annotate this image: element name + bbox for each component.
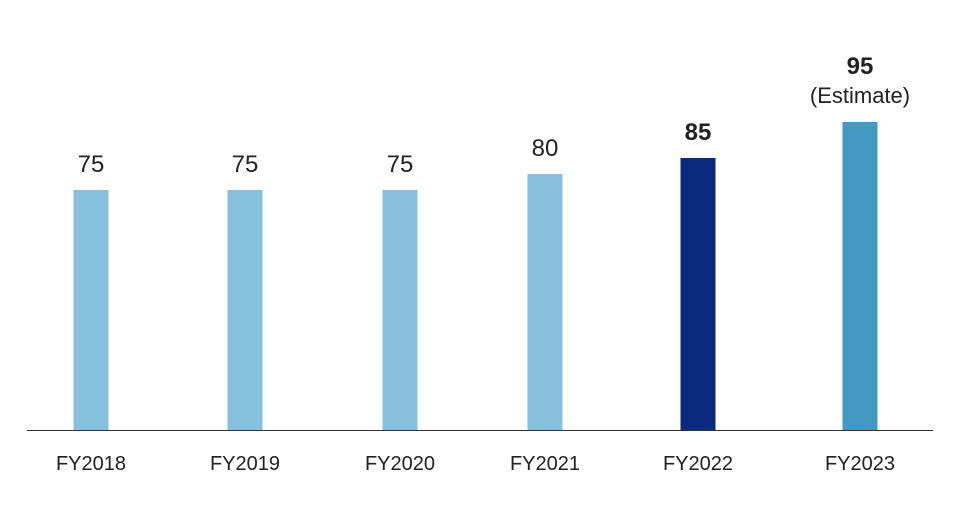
x-tick-label-fy2018: FY2018 <box>56 453 126 475</box>
value-label-fy2018: 75 <box>78 151 105 178</box>
bar-fy2018 <box>73 190 109 430</box>
value-label-fy2022: 85 <box>685 119 712 146</box>
value-label-fy2019: 75 <box>232 151 259 178</box>
bar-fy2020 <box>382 190 418 430</box>
bar-fy2022 <box>680 158 716 430</box>
x-tick-label-fy2019: FY2019 <box>210 453 280 475</box>
bars-group <box>73 122 878 430</box>
x-tick-label-fy2020: FY2020 <box>365 453 435 475</box>
bar-fy2021 <box>527 174 563 430</box>
bar-fy2019 <box>227 190 263 430</box>
value-labels-group: 75 75 75 80 85 95 (Estimate) <box>78 53 910 178</box>
value-label-fy2021: 80 <box>532 135 559 162</box>
bar-fy2023 <box>842 122 878 430</box>
value-label-fy2023: 95 <box>847 53 874 80</box>
x-tick-label-fy2022: FY2022 <box>663 453 733 475</box>
x-tick-label-fy2021: FY2021 <box>510 453 580 475</box>
annotation-fy2023: (Estimate) <box>810 83 910 108</box>
value-label-fy2020: 75 <box>387 151 414 178</box>
x-tick-labels-group: FY2018 FY2019 FY2020 FY2021 FY2022 FY2023 <box>56 453 895 475</box>
x-tick-label-fy2023: FY2023 <box>825 453 895 475</box>
